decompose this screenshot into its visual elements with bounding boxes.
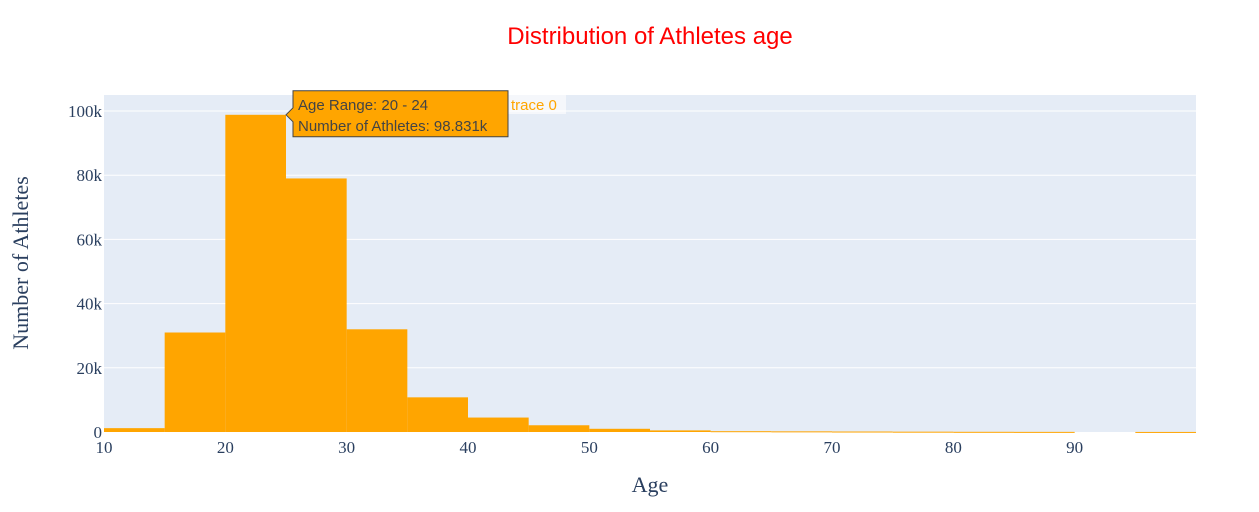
histogram-bar[interactable] — [528, 425, 590, 432]
x-axis-ticks: 10 20 30 40 50 60 70 80 90 — [96, 438, 1084, 457]
histogram-bar[interactable] — [589, 428, 650, 432]
histogram-bar[interactable] — [286, 178, 347, 432]
histogram-bar[interactable] — [710, 431, 772, 433]
x-axis-title: Age — [632, 472, 669, 497]
y-tick-label: 60k — [77, 230, 103, 249]
hover-tooltip: Age Range: 20 - 24 Number of Athletes: 9… — [285, 87, 566, 138]
histogram-bar[interactable] — [953, 431, 1014, 433]
histogram-bar[interactable] — [164, 332, 226, 432]
histogram-bar[interactable] — [650, 430, 711, 432]
histogram-bar[interactable] — [468, 417, 529, 432]
histogram-bar[interactable] — [892, 431, 954, 433]
histogram-bar[interactable] — [1014, 431, 1075, 433]
chart-title: Distribution of Athletes age — [507, 23, 793, 50]
x-tick-label: 50 — [581, 438, 598, 457]
x-tick-label: 60 — [702, 438, 719, 457]
y-tick-label: 80k — [77, 166, 103, 185]
y-tick-label: 20k — [77, 359, 103, 378]
y-axis-title: Number of Athletes — [8, 176, 33, 350]
histogram-bar[interactable] — [407, 397, 468, 432]
x-tick-label: 40 — [460, 438, 477, 457]
histogram-bar[interactable] — [346, 329, 408, 432]
y-tick-label: 100k — [68, 102, 103, 121]
x-tick-label: 10 — [96, 438, 113, 457]
histogram-bar[interactable] — [1135, 431, 1196, 433]
x-tick-label: 90 — [1066, 438, 1083, 457]
histogram-bar[interactable] — [771, 431, 832, 433]
y-tick-label: 0 — [94, 423, 103, 442]
x-tick-label: 30 — [338, 438, 355, 457]
hover-trace-name: trace 0 — [511, 97, 557, 114]
histogram-bar[interactable] — [225, 114, 286, 432]
x-tick-label: 20 — [217, 438, 234, 457]
hover-athlete-count: Number of Athletes: 98.831k — [298, 118, 488, 135]
histogram-bar[interactable] — [104, 428, 165, 432]
hover-age-range: Age Range: 20 - 24 — [298, 97, 428, 114]
y-axis-ticks: 0 20k 40k 60k 80k 100k — [68, 102, 103, 442]
histogram-bar[interactable] — [832, 431, 893, 433]
x-tick-label: 70 — [824, 438, 841, 457]
bars — [104, 114, 1196, 433]
x-tick-label: 80 — [945, 438, 962, 457]
hover-trace-name-background — [508, 87, 566, 114]
y-tick-label: 40k — [77, 295, 103, 314]
hover-box — [285, 90, 509, 138]
